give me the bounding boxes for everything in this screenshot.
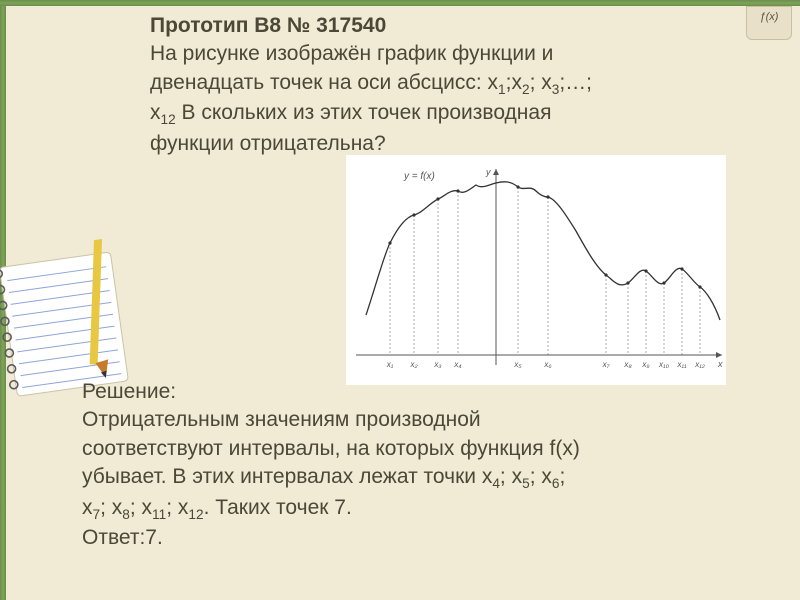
ssub12b: 12: [188, 507, 203, 522]
sol-l4: х7; х8; х11; х12. Таких точек 7.: [82, 494, 762, 525]
svg-text:x₁₂: x₁₂: [694, 360, 705, 369]
ssub7: 7: [93, 507, 101, 522]
svg-text:y: y: [485, 167, 491, 177]
ssub4: 4: [492, 476, 500, 491]
svg-text:x₅: x₅: [513, 360, 522, 369]
s4e: . Таких точек 7.: [204, 496, 352, 519]
t2a: двенадцать точек на оси абсцисс: х: [150, 71, 498, 94]
svg-text:x₉: x₉: [641, 360, 649, 369]
ssub5: 5: [522, 476, 530, 491]
ssub8: 8: [122, 507, 130, 522]
page-root: ƒ(x) Прототип B8 № 317540 На рисунке изо…: [0, 0, 800, 600]
function-chart: y = f(x) x₁ x₂ x₃ x₄ x₅ x₆ x₇ x₈ x₉ x₁₀ x₁₁ x₁₂ x y: [346, 155, 726, 385]
border-top: [0, 0, 800, 6]
s4d: ; х: [166, 496, 188, 519]
t2d: ;…;: [559, 71, 592, 94]
title-line-2: двенадцать точек на оси абсцисс: х1;х2; …: [150, 69, 750, 100]
svg-text:x₈: x₈: [623, 360, 632, 369]
svg-text:y = f(x): y = f(x): [403, 171, 435, 182]
sub1: 1: [498, 82, 506, 97]
title-line-4: функции отрицательна?: [150, 130, 750, 158]
sub12: 12: [161, 112, 176, 127]
t3b: В скольких из этих точек производная: [176, 101, 552, 124]
corner-fx-badge: ƒ(x): [746, 6, 792, 40]
title-strong: Прототип B8 № 317540: [150, 12, 750, 40]
s3b: ; х: [500, 465, 522, 488]
svg-text:x₇: x₇: [602, 360, 611, 369]
s3c: ; х: [530, 465, 552, 488]
sub2: 2: [522, 82, 530, 97]
sol-l1: Отрицательным значениям производной: [82, 406, 762, 434]
title-line-1: На рисунке изображён график функции и: [150, 40, 750, 68]
t2b: ;х: [506, 71, 522, 94]
s4a: х: [82, 496, 93, 519]
svg-text:x₄: x₄: [453, 360, 461, 369]
t2c: ; х: [530, 71, 552, 94]
svg-text:x₁₀: x₁₀: [658, 360, 670, 369]
s3a: убывает. В этих интервалах лежат точки х: [82, 465, 492, 488]
svg-text:x₁₁: x₁₁: [676, 360, 687, 369]
t3a: х: [150, 101, 161, 124]
svg-text:x₁: x₁: [386, 360, 394, 369]
problem-statement: Прототип B8 № 317540 На рисунке изображё…: [150, 12, 750, 158]
s3d: ;: [559, 465, 565, 488]
solution-head: Решение:: [82, 378, 762, 406]
svg-text:x₂: x₂: [409, 360, 417, 369]
ssub11: 11: [152, 507, 166, 522]
sol-l2: соответствуют интервалы, на которых функ…: [82, 435, 762, 463]
svg-text:x: x: [717, 359, 723, 369]
solution-block: Решение: Отрицательным значениям произво…: [82, 378, 762, 553]
sol-l3: убывает. В этих интервалах лежат точки х…: [82, 463, 762, 494]
svg-text:x₆: x₆: [543, 360, 552, 369]
title-line-3: х12 В скольких из этих точек производная: [150, 99, 750, 130]
answer: Ответ:7.: [82, 524, 762, 552]
s4c: ; х: [130, 496, 152, 519]
s4b: ; х: [100, 496, 122, 519]
svg-text:x₃: x₃: [433, 360, 441, 369]
